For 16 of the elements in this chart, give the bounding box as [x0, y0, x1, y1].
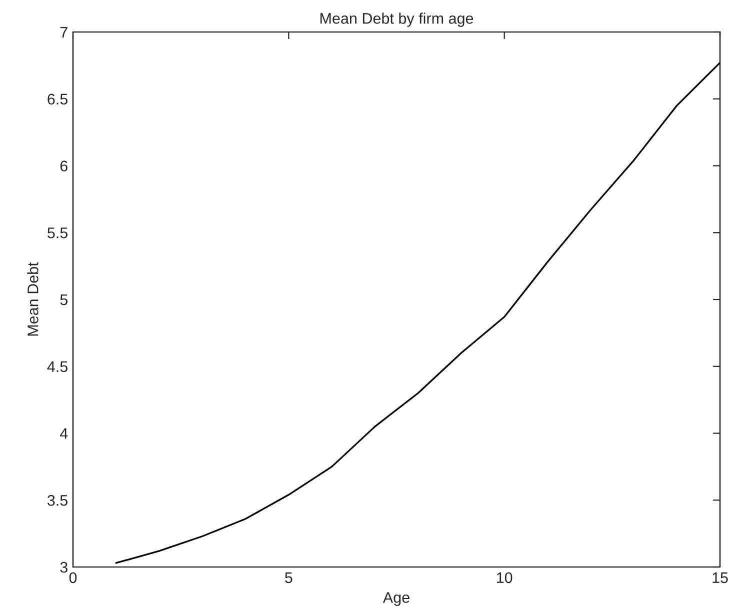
y-axis-title: Mean Debt	[27, 262, 38, 336]
y-tick-label: 5	[60, 294, 68, 306]
y-tick-label: 6	[60, 160, 68, 172]
x-tick-label: 0	[69, 572, 77, 584]
x-tick-label: 10	[497, 572, 512, 584]
y-tick-label: 5.5	[48, 228, 68, 238]
x-tick-label: 5	[285, 572, 292, 584]
y-tick-label: 3.5	[47, 494, 68, 506]
y-tick-label: 4	[60, 428, 68, 439]
y-tick-label: 6.5	[48, 94, 68, 105]
chart-title: Mean Debt by firm age	[320, 12, 474, 27]
x-axis-title: Age	[382, 592, 410, 606]
y-tick-label: 7	[60, 27, 68, 38]
y-tick-label: 4.5	[47, 361, 68, 372]
y-tick-label: 3	[60, 562, 68, 573]
x-tick-label: 15	[712, 572, 728, 584]
